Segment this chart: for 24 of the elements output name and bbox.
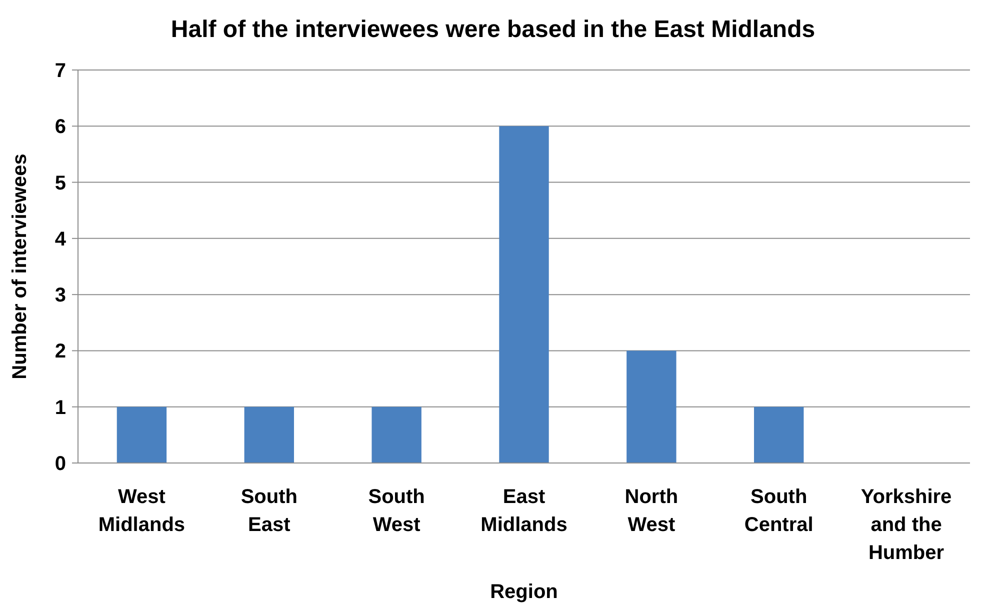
y-tick-label: 3 <box>54 284 66 307</box>
bar <box>116 406 167 463</box>
x-tick-label: West Midlands <box>98 486 186 536</box>
bar <box>499 126 549 463</box>
y-tick-label: 7 <box>54 60 66 82</box>
x-axis-title: Region <box>490 581 558 603</box>
bar <box>626 350 676 463</box>
x-tick-label: North West <box>624 486 678 536</box>
y-tick-label: 6 <box>54 116 66 138</box>
x-tick-label: East Midlands <box>480 486 568 536</box>
y-axis-title: Number of interviewees <box>9 154 31 380</box>
x-tick-label: Yorkshire and the Humber <box>860 486 952 564</box>
y-tick-label: 2 <box>54 340 66 363</box>
y-tick-label: 0 <box>54 453 66 475</box>
x-tick-label: South East <box>240 486 298 536</box>
y-tick-label: 1 <box>54 396 66 419</box>
x-tick-label: South Central <box>744 486 814 536</box>
chart-title: Half of the interviewees were based in the East Midlands <box>170 16 816 43</box>
y-tick-label: 4 <box>54 228 67 250</box>
bar <box>754 406 804 463</box>
y-tick-label: 5 <box>54 172 66 194</box>
x-tick-label: South West <box>368 486 425 536</box>
bar <box>372 406 422 463</box>
bar <box>244 406 294 463</box>
